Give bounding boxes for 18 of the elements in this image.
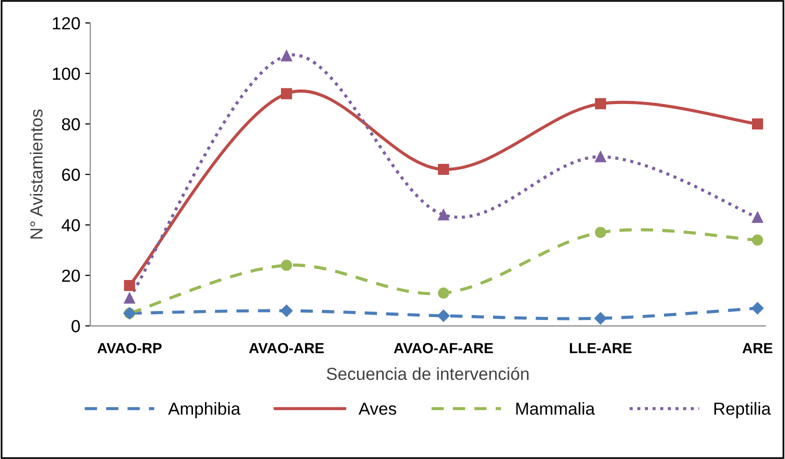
- y-tick-label: 100: [52, 68, 80, 80]
- y-tick-label: 0: [72, 320, 80, 332]
- y-tick-label: 60: [62, 168, 80, 181]
- x-tick-label: LLE-ARE: [570, 343, 632, 354]
- x-tick-label: AVAO-AF-ARE: [394, 342, 493, 354]
- x-axis-title: Secuencia de intervención: [326, 367, 529, 380]
- y-axis-title: N° Avistamientos: [30, 109, 43, 239]
- y-tick-label: 20: [62, 270, 80, 282]
- legend-label: Mammalia: [516, 402, 595, 415]
- x-tick-label: ARE: [742, 343, 772, 354]
- y-tick-label: 80: [62, 118, 80, 130]
- x-tick-label: AVAO-ARE: [249, 342, 324, 354]
- x-tick-label: AVAO-RP: [97, 342, 162, 354]
- legend-label: Amphibia: [168, 402, 240, 418]
- y-tick-label: 40: [62, 219, 80, 232]
- y-tick-label: 120: [52, 17, 80, 30]
- legend-label: Aves: [358, 402, 396, 415]
- legend-label: Reptilia: [714, 402, 771, 418]
